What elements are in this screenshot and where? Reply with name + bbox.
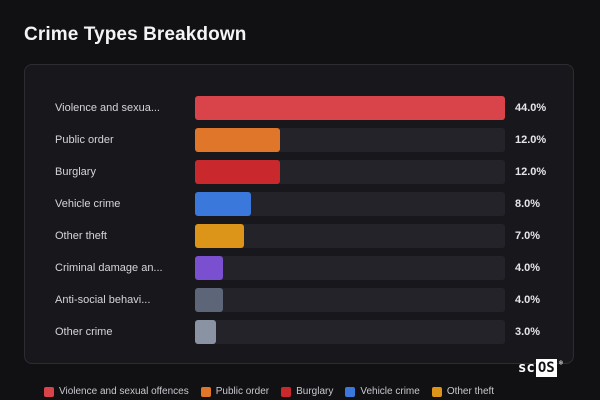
bar-row: Criminal damage an... 4.0% <box>25 256 573 280</box>
bar <box>195 256 223 280</box>
bar-track <box>195 288 505 312</box>
watermark-boxed: OS ® <box>535 359 563 377</box>
bar-chart: Violence and sexua... 44.0% Public order 12… <box>25 65 573 363</box>
page-title: Crime Types Breakdown <box>24 24 247 45</box>
legend-item: Vehicle crime <box>345 386 420 397</box>
bar <box>195 192 251 216</box>
bar-row: Burglary 12.0% <box>25 160 573 184</box>
bar-track <box>195 320 505 344</box>
bar-label: Other crime <box>55 326 113 338</box>
legend-label: Public order <box>215 386 270 397</box>
watermark-prefix: sc <box>518 360 535 376</box>
legend-label: Burglary <box>296 386 334 397</box>
bar-value-label: 8.0% <box>515 198 541 210</box>
bar-track <box>195 128 505 152</box>
chart-card: Violence and sexua... 44.0% Public order 12… <box>24 64 574 364</box>
bar-row: Violence and sexua... 44.0% <box>25 96 573 120</box>
bar-label: Vehicle crime <box>55 198 121 210</box>
chart-legend: Violence and sexual offences Public order… <box>44 386 494 397</box>
legend-swatch <box>200 386 211 397</box>
bar-track <box>195 160 505 184</box>
bar <box>195 320 216 344</box>
legend-label: Other theft <box>446 386 495 397</box>
bar-track <box>195 96 505 120</box>
legend-swatch <box>281 386 292 397</box>
bar-label: Burglary <box>55 166 96 178</box>
watermark-boxed-text: OS <box>537 360 555 376</box>
bar-track <box>195 256 505 280</box>
bar-track <box>195 224 505 248</box>
bar-row: Other theft 7.0% <box>25 224 573 248</box>
legend-swatch <box>345 386 356 397</box>
bar-value-label: 12.0% <box>515 166 547 178</box>
legend-swatch <box>431 386 442 397</box>
bar-value-label: 12.0% <box>515 134 547 146</box>
legend-item: Public order <box>200 386 270 397</box>
bar-track <box>195 192 505 216</box>
registered-mark: ® <box>559 360 563 367</box>
bar-row: Anti-social behavi... 4.0% <box>25 288 573 312</box>
bar-value-label: 7.0% <box>515 230 541 242</box>
bar-row: Vehicle crime 8.0% <box>25 192 573 216</box>
bar <box>195 288 223 312</box>
bar-row: Other crime 3.0% <box>25 320 573 344</box>
bar <box>195 96 505 120</box>
bar-value-label: 4.0% <box>515 294 541 306</box>
legend-swatch <box>44 386 54 397</box>
bar-label: Public order <box>55 134 114 146</box>
bar <box>195 160 280 184</box>
bar <box>195 128 280 152</box>
bar <box>195 224 244 248</box>
bar-value-label: 3.0% <box>515 326 541 338</box>
legend-item: Violence and sexual offences <box>44 386 189 397</box>
legend-label: Vehicle crime <box>360 386 420 397</box>
bar-label: Other theft <box>55 230 107 242</box>
bar-value-label: 4.0% <box>515 262 541 274</box>
legend-item: Other theft <box>431 386 495 397</box>
bar-label: Anti-social behavi... <box>55 294 151 306</box>
legend-item: Burglary <box>281 386 333 397</box>
legend-label: Violence and sexual offences <box>59 386 189 397</box>
bar-label: Criminal damage an... <box>55 262 163 274</box>
bar-row: Public order 12.0% <box>25 128 573 152</box>
bar-value-label: 44.0% <box>515 102 547 114</box>
scos-watermark-logo: sc OS ® <box>518 359 563 377</box>
bar-label: Violence and sexua... <box>55 102 160 114</box>
